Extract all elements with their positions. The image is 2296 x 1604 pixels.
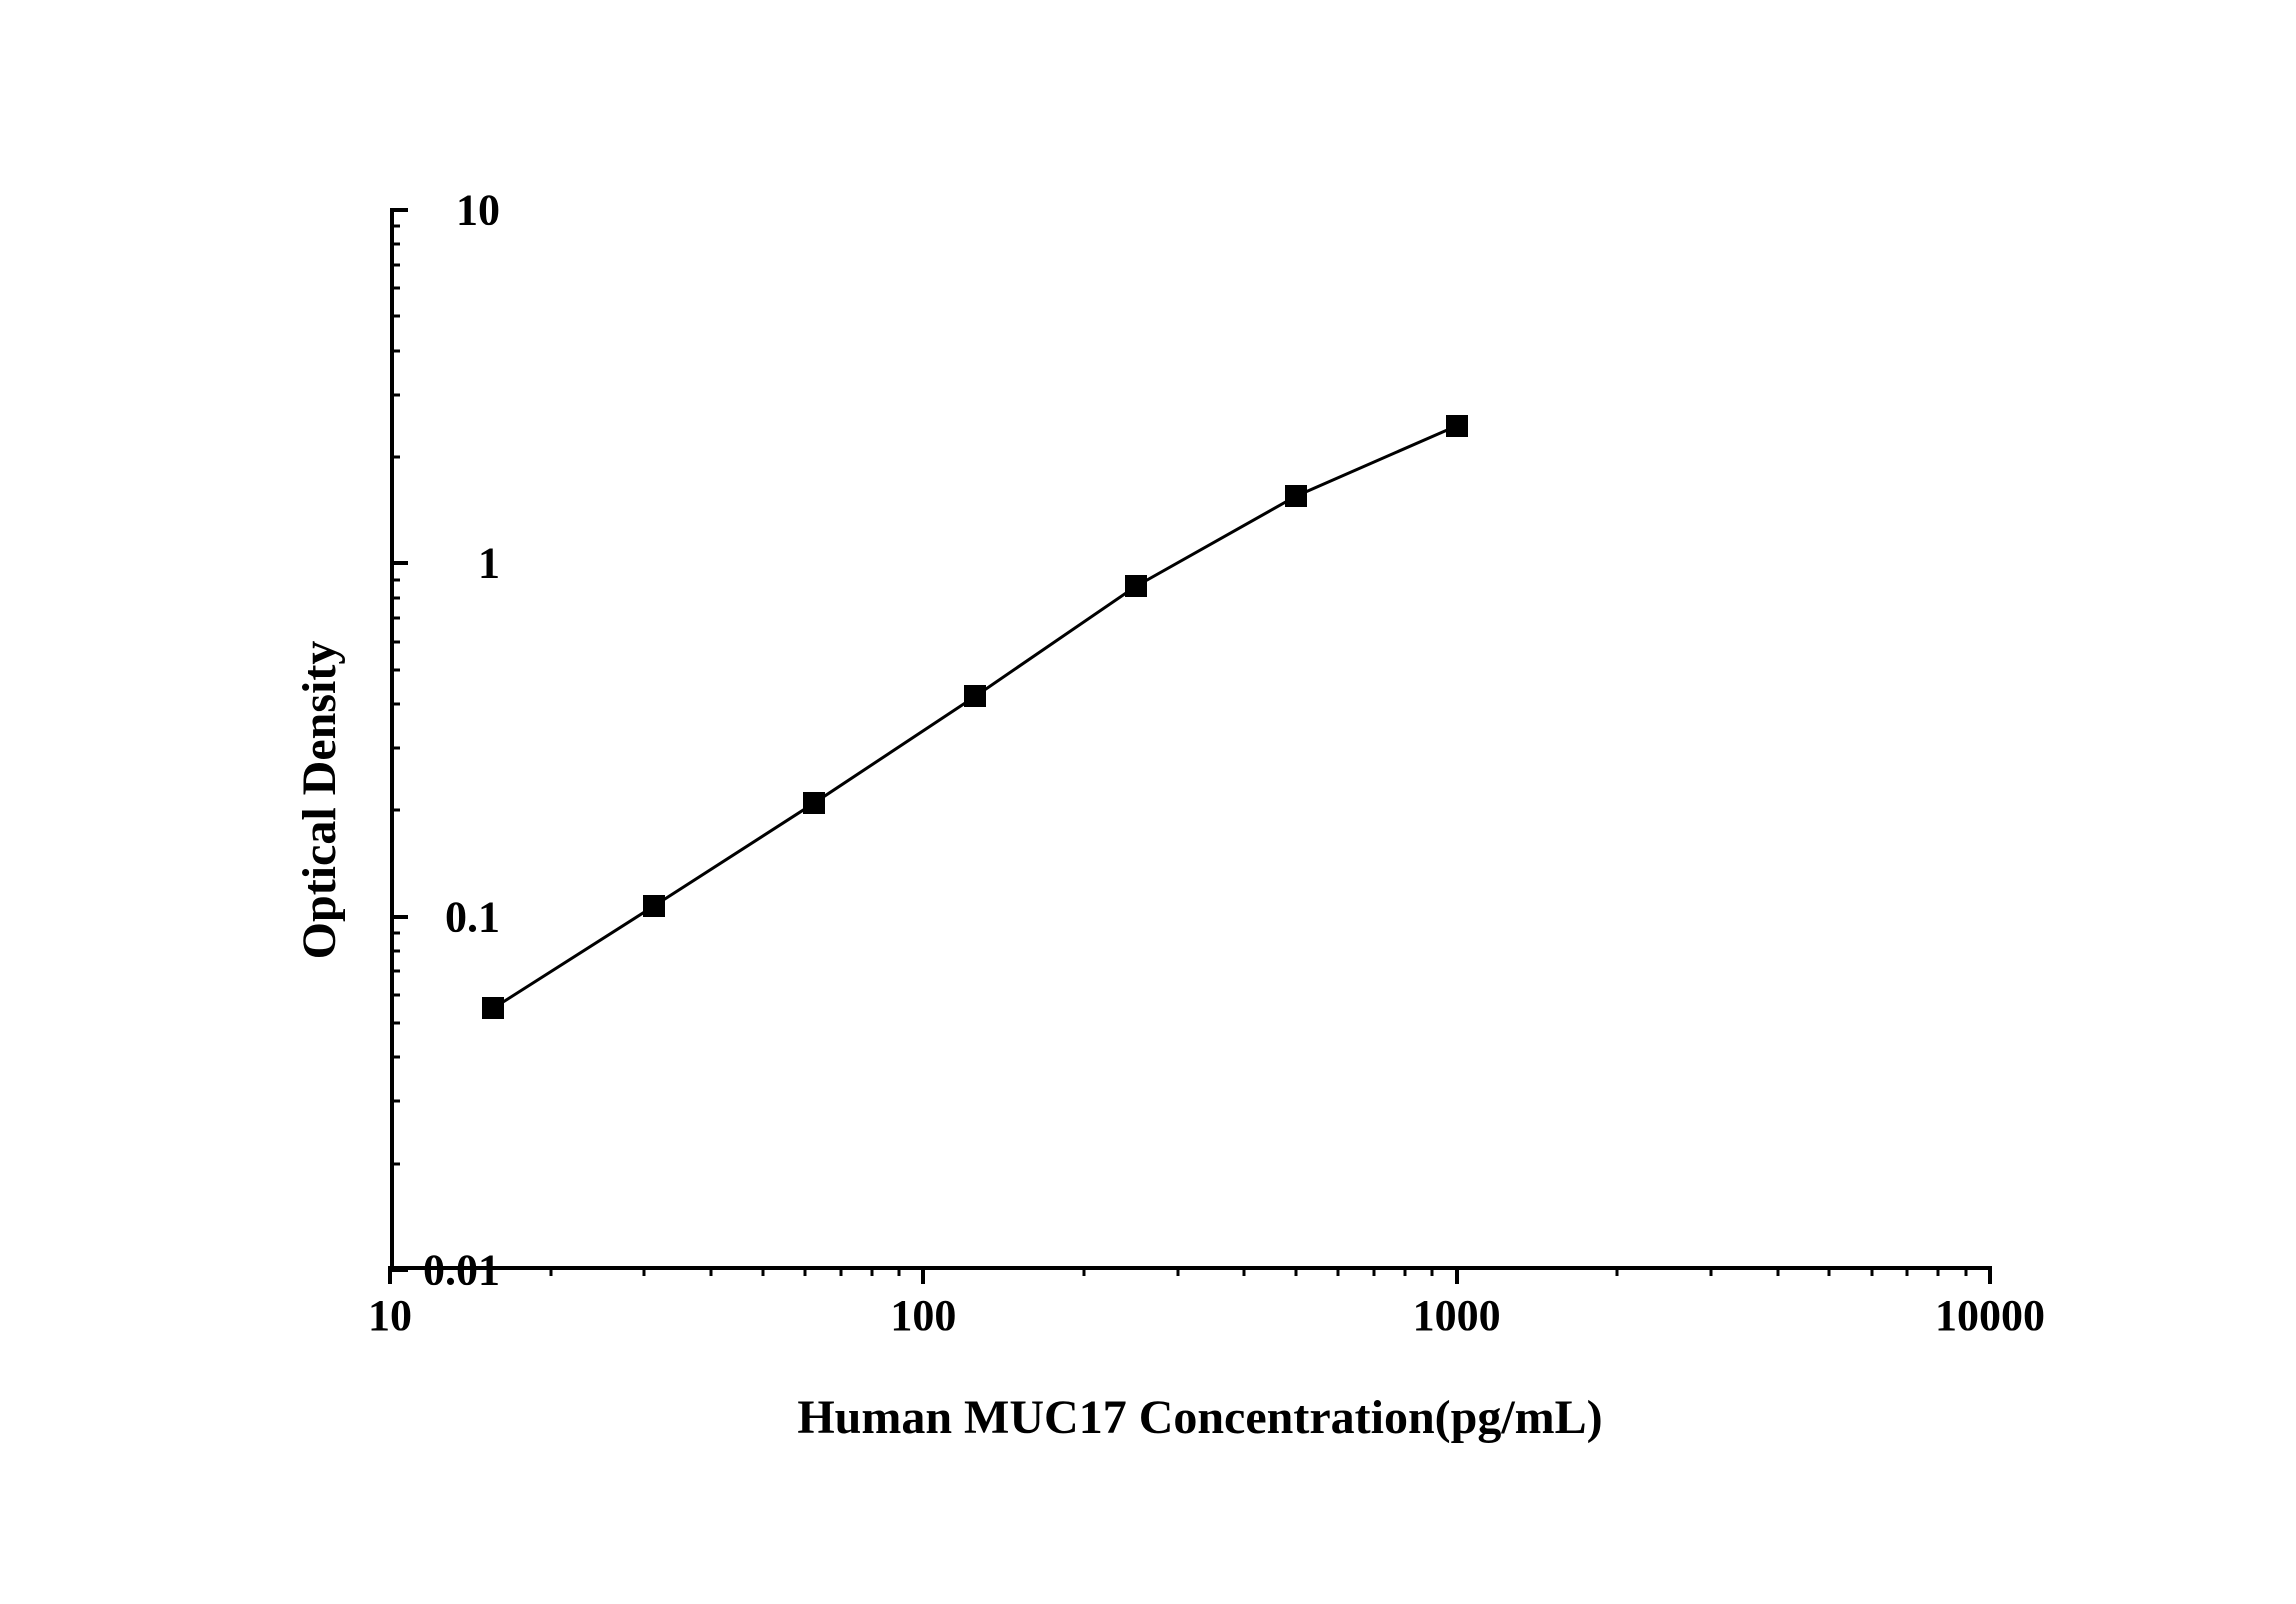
x-minor-tick: [1082, 1266, 1085, 1276]
y-minor-tick: [390, 617, 400, 620]
x-tick-label: 10000: [1935, 1290, 2045, 1341]
y-minor-tick: [390, 1100, 400, 1103]
x-minor-tick: [1776, 1266, 1779, 1276]
y-minor-tick: [390, 931, 400, 934]
y-tick-label: 0.01: [423, 1245, 500, 1296]
x-minor-tick: [1937, 1266, 1940, 1276]
x-axis-label: Human MUC17 Concentration(pg/mL): [797, 1390, 1602, 1445]
data-marker: [803, 792, 825, 814]
x-minor-tick: [1243, 1266, 1246, 1276]
x-major-tick: [1455, 1266, 1459, 1284]
y-tick-label: 10: [456, 185, 500, 236]
x-minor-tick: [761, 1266, 764, 1276]
x-major-tick: [921, 1266, 925, 1284]
y-tick-label: 0.1: [445, 891, 500, 942]
y-minor-tick: [390, 1162, 400, 1165]
x-minor-tick: [1176, 1266, 1179, 1276]
x-minor-tick: [1870, 1266, 1873, 1276]
x-tick-label: 10: [368, 1290, 412, 1341]
y-minor-tick: [390, 949, 400, 952]
y-minor-tick: [390, 994, 400, 997]
y-minor-tick: [390, 225, 400, 228]
x-minor-tick: [643, 1266, 646, 1276]
data-marker: [643, 895, 665, 917]
x-minor-tick: [1616, 1266, 1619, 1276]
x-tick-label: 1000: [1413, 1290, 1501, 1341]
y-major-tick: [390, 1268, 408, 1272]
data-marker: [482, 997, 504, 1019]
plot-area: [390, 210, 1990, 1270]
x-minor-tick: [1710, 1266, 1713, 1276]
x-minor-tick: [1337, 1266, 1340, 1276]
x-minor-tick: [710, 1266, 713, 1276]
x-minor-tick: [1906, 1266, 1909, 1276]
y-minor-tick: [390, 970, 400, 973]
x-minor-tick: [549, 1266, 552, 1276]
y-minor-tick: [390, 349, 400, 352]
y-minor-tick: [390, 596, 400, 599]
data-marker: [1125, 575, 1147, 597]
y-minor-tick: [390, 315, 400, 318]
y-major-tick: [390, 561, 408, 565]
x-minor-tick: [1828, 1266, 1831, 1276]
y-minor-tick: [390, 747, 400, 750]
x-minor-tick: [897, 1266, 900, 1276]
y-minor-tick: [390, 243, 400, 246]
y-major-tick: [390, 915, 408, 919]
x-major-tick: [388, 1266, 392, 1284]
x-minor-tick: [839, 1266, 842, 1276]
y-minor-tick: [390, 640, 400, 643]
y-minor-tick: [390, 1056, 400, 1059]
y-minor-tick: [390, 263, 400, 266]
x-minor-tick: [1295, 1266, 1298, 1276]
y-tick-label: 1: [478, 538, 500, 589]
x-minor-tick: [804, 1266, 807, 1276]
data-marker: [964, 685, 986, 707]
y-minor-tick: [390, 1022, 400, 1025]
x-minor-tick: [1964, 1266, 1967, 1276]
y-minor-tick: [390, 702, 400, 705]
x-minor-tick: [1431, 1266, 1434, 1276]
x-minor-tick: [1373, 1266, 1376, 1276]
x-minor-tick: [1403, 1266, 1406, 1276]
y-axis-label: Optical Density: [292, 641, 347, 960]
x-tick-label: 100: [890, 1290, 956, 1341]
y-minor-tick: [390, 668, 400, 671]
x-minor-tick: [870, 1266, 873, 1276]
chart-container: Optical Density Human MUC17 Concentratio…: [280, 100, 2120, 1500]
x-major-tick: [1988, 1266, 1992, 1284]
y-major-tick: [390, 208, 408, 212]
y-minor-tick: [390, 393, 400, 396]
data-marker: [1285, 485, 1307, 507]
data-marker: [1446, 415, 1468, 437]
y-minor-tick: [390, 287, 400, 290]
y-minor-tick: [390, 455, 400, 458]
y-minor-tick: [390, 809, 400, 812]
y-minor-tick: [390, 578, 400, 581]
